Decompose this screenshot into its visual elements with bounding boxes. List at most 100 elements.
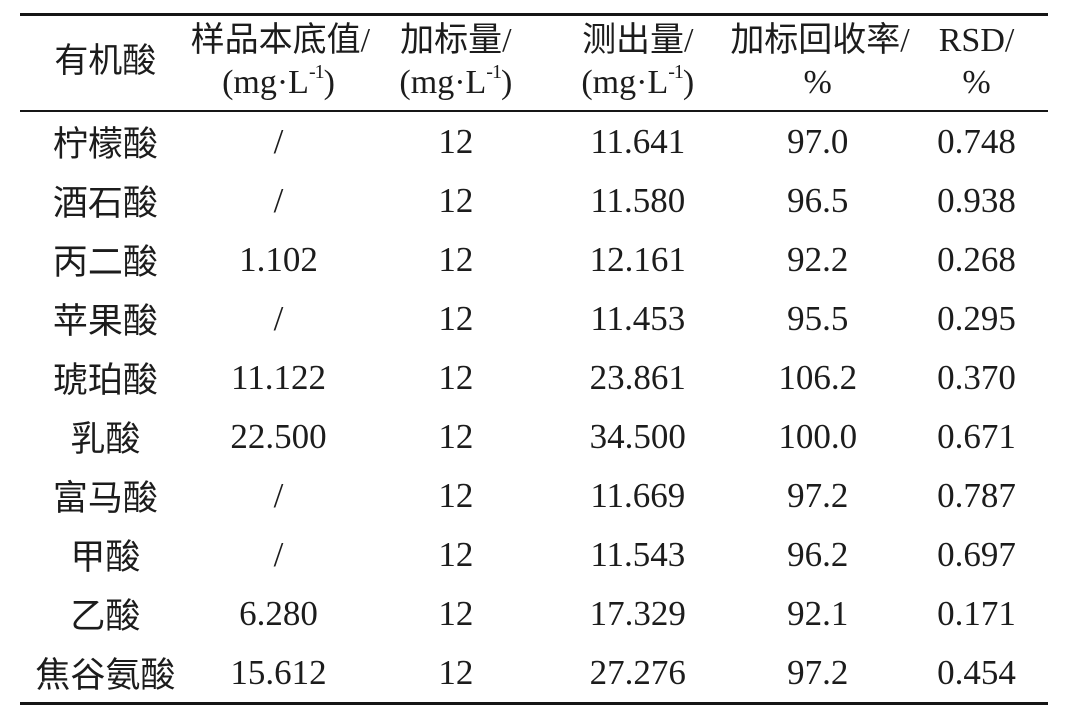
cell-spiked-amount: 12 xyxy=(438,475,474,515)
recovery-table-container: 有机酸 样品本底值/ (mg·L-1) 加标量/ (mg·L-1) 测出量/ (… xyxy=(20,13,1048,705)
cell-rsd: 0.938 xyxy=(937,180,1016,220)
col-header-unit: % xyxy=(962,64,991,101)
col-header-label: 加标回收率/ xyxy=(730,22,910,59)
col-header-unit: (mg·L-1) xyxy=(191,62,367,104)
col-header-organic-acid: 有机酸 xyxy=(20,15,191,112)
col-header-sample-background: 样品本底值/ (mg·L-1) xyxy=(190,15,371,112)
cell-measured-amount: 34.500 xyxy=(589,416,686,456)
col-header-unit: % xyxy=(803,64,832,101)
col-header-label: 有机酸 xyxy=(54,43,157,80)
cell-acid-name: 苹果酸 xyxy=(52,302,158,341)
table-body: 柠檬酸 / 12 11.641 97.0 0.748 酒石酸 / 12 11.5… xyxy=(20,111,1048,704)
col-header-label: 样品本底值/ xyxy=(190,22,371,59)
cell-rsd: 0.454 xyxy=(937,652,1016,692)
cell-measured-amount: 12.161 xyxy=(589,239,686,279)
cell-spiked-amount: 12 xyxy=(438,121,474,161)
recovery-table: 有机酸 样品本底值/ (mg·L-1) 加标量/ (mg·L-1) 测出量/ (… xyxy=(20,13,1048,705)
cell-background-value: 22.500 xyxy=(230,416,327,456)
cell-background-value: 6.280 xyxy=(239,593,318,633)
cell-background-value: 15.612 xyxy=(230,652,327,692)
cell-spiked-amount: 12 xyxy=(438,298,474,338)
unit-prefix: (mg·L xyxy=(222,64,309,101)
col-header-label: RSD/ xyxy=(938,22,1015,59)
cell-acid-name: 乙酸 xyxy=(70,597,141,636)
cell-recovery-rate: 92.2 xyxy=(787,239,849,279)
cell-acid-name: 焦谷氨酸 xyxy=(35,656,176,695)
table-row: 富马酸 / 12 11.669 97.2 0.787 xyxy=(20,466,1048,525)
table-row: 琥珀酸 11.122 12 23.861 106.2 0.370 xyxy=(20,348,1048,407)
col-header-unit: (mg·L-1) xyxy=(366,62,545,104)
cell-recovery-rate: 106.2 xyxy=(778,357,858,397)
cell-rsd: 0.171 xyxy=(937,593,1016,633)
cell-background-value: / xyxy=(273,121,284,161)
cell-rsd: 0.697 xyxy=(937,534,1016,574)
cell-recovery-rate: 100.0 xyxy=(778,416,858,456)
cell-measured-amount: 11.641 xyxy=(590,121,686,161)
col-header-measured-amount: 测出量/ (mg·L-1) xyxy=(545,15,730,112)
cell-rsd: 0.748 xyxy=(937,121,1016,161)
cell-rsd: 0.370 xyxy=(937,357,1016,397)
cell-spiked-amount: 12 xyxy=(438,239,474,279)
cell-recovery-rate: 96.2 xyxy=(787,534,849,574)
unit-suffix: ) xyxy=(323,64,335,101)
unit-prefix: (mg·L xyxy=(581,64,669,101)
cell-recovery-rate: 97.0 xyxy=(787,121,849,161)
table-header: 有机酸 样品本底值/ (mg·L-1) 加标量/ (mg·L-1) 测出量/ (… xyxy=(20,15,1048,112)
cell-acid-name: 丙二酸 xyxy=(52,243,158,282)
cell-spiked-amount: 12 xyxy=(438,357,474,397)
col-header-label: 加标量/ xyxy=(400,22,512,59)
cell-spiked-amount: 12 xyxy=(438,652,474,692)
unit-suffix: ) xyxy=(500,64,513,101)
cell-measured-amount: 11.543 xyxy=(590,534,686,574)
table-row: 苹果酸 / 12 11.453 95.5 0.295 xyxy=(20,289,1048,348)
cell-acid-name: 柠檬酸 xyxy=(52,125,158,164)
cell-background-value: / xyxy=(273,180,284,220)
table-row: 酒石酸 / 12 11.580 96.5 0.938 xyxy=(20,171,1048,230)
cell-spiked-amount: 12 xyxy=(438,534,474,574)
unit-suffix: ) xyxy=(682,64,695,101)
cell-spiked-amount: 12 xyxy=(438,593,474,633)
unit-superscript: -1 xyxy=(668,60,684,83)
cell-acid-name: 乳酸 xyxy=(70,420,141,459)
table-row: 丙二酸 1.102 12 12.161 92.2 0.268 xyxy=(20,230,1048,289)
cell-acid-name: 酒石酸 xyxy=(52,184,158,223)
cell-acid-name: 琥珀酸 xyxy=(52,361,158,400)
cell-background-value: 11.122 xyxy=(231,357,326,397)
table-header-row: 有机酸 样品本底值/ (mg·L-1) 加标量/ (mg·L-1) 测出量/ (… xyxy=(20,15,1048,112)
unit-superscript: -1 xyxy=(486,60,502,83)
cell-measured-amount: 17.329 xyxy=(589,593,686,633)
table-row: 焦谷氨酸 15.612 12 27.276 97.2 0.454 xyxy=(20,643,1048,704)
cell-measured-amount: 11.669 xyxy=(590,475,686,515)
cell-rsd: 0.295 xyxy=(937,298,1016,338)
col-header-recovery-rate: 加标回收率/ % xyxy=(730,15,910,112)
table-row: 柠檬酸 / 12 11.641 97.0 0.748 xyxy=(20,111,1048,171)
cell-spiked-amount: 12 xyxy=(438,180,474,220)
cell-rsd: 0.268 xyxy=(937,239,1016,279)
table-row: 甲酸 / 12 11.543 96.2 0.697 xyxy=(20,525,1048,584)
cell-recovery-rate: 97.2 xyxy=(787,475,849,515)
cell-recovery-rate: 97.2 xyxy=(787,652,849,692)
cell-background-value: / xyxy=(273,298,284,338)
unit-superscript: -1 xyxy=(308,60,325,83)
cell-rsd: 0.787 xyxy=(937,475,1016,515)
cell-measured-amount: 11.580 xyxy=(590,180,686,220)
col-header-unit: (mg·L-1) xyxy=(545,62,730,104)
cell-measured-amount: 23.861 xyxy=(589,357,686,397)
col-header-rsd: RSD/ % xyxy=(905,15,1048,112)
table-row: 乳酸 22.500 12 34.500 100.0 0.671 xyxy=(20,407,1048,466)
cell-recovery-rate: 96.5 xyxy=(787,180,849,220)
col-header-spiked-amount: 加标量/ (mg·L-1) xyxy=(366,15,545,112)
cell-acid-name: 甲酸 xyxy=(70,538,141,577)
col-header-label: 测出量/ xyxy=(582,22,694,59)
cell-background-value: / xyxy=(273,534,284,574)
cell-background-value: 1.102 xyxy=(239,239,318,279)
cell-spiked-amount: 12 xyxy=(438,416,474,456)
cell-measured-amount: 27.276 xyxy=(589,652,686,692)
cell-measured-amount: 11.453 xyxy=(590,298,686,338)
cell-background-value: / xyxy=(273,475,284,515)
table-row: 乙酸 6.280 12 17.329 92.1 0.171 xyxy=(20,584,1048,643)
cell-recovery-rate: 92.1 xyxy=(787,593,849,633)
cell-rsd: 0.671 xyxy=(937,416,1016,456)
cell-acid-name: 富马酸 xyxy=(52,479,158,518)
unit-prefix: (mg·L xyxy=(399,64,487,101)
